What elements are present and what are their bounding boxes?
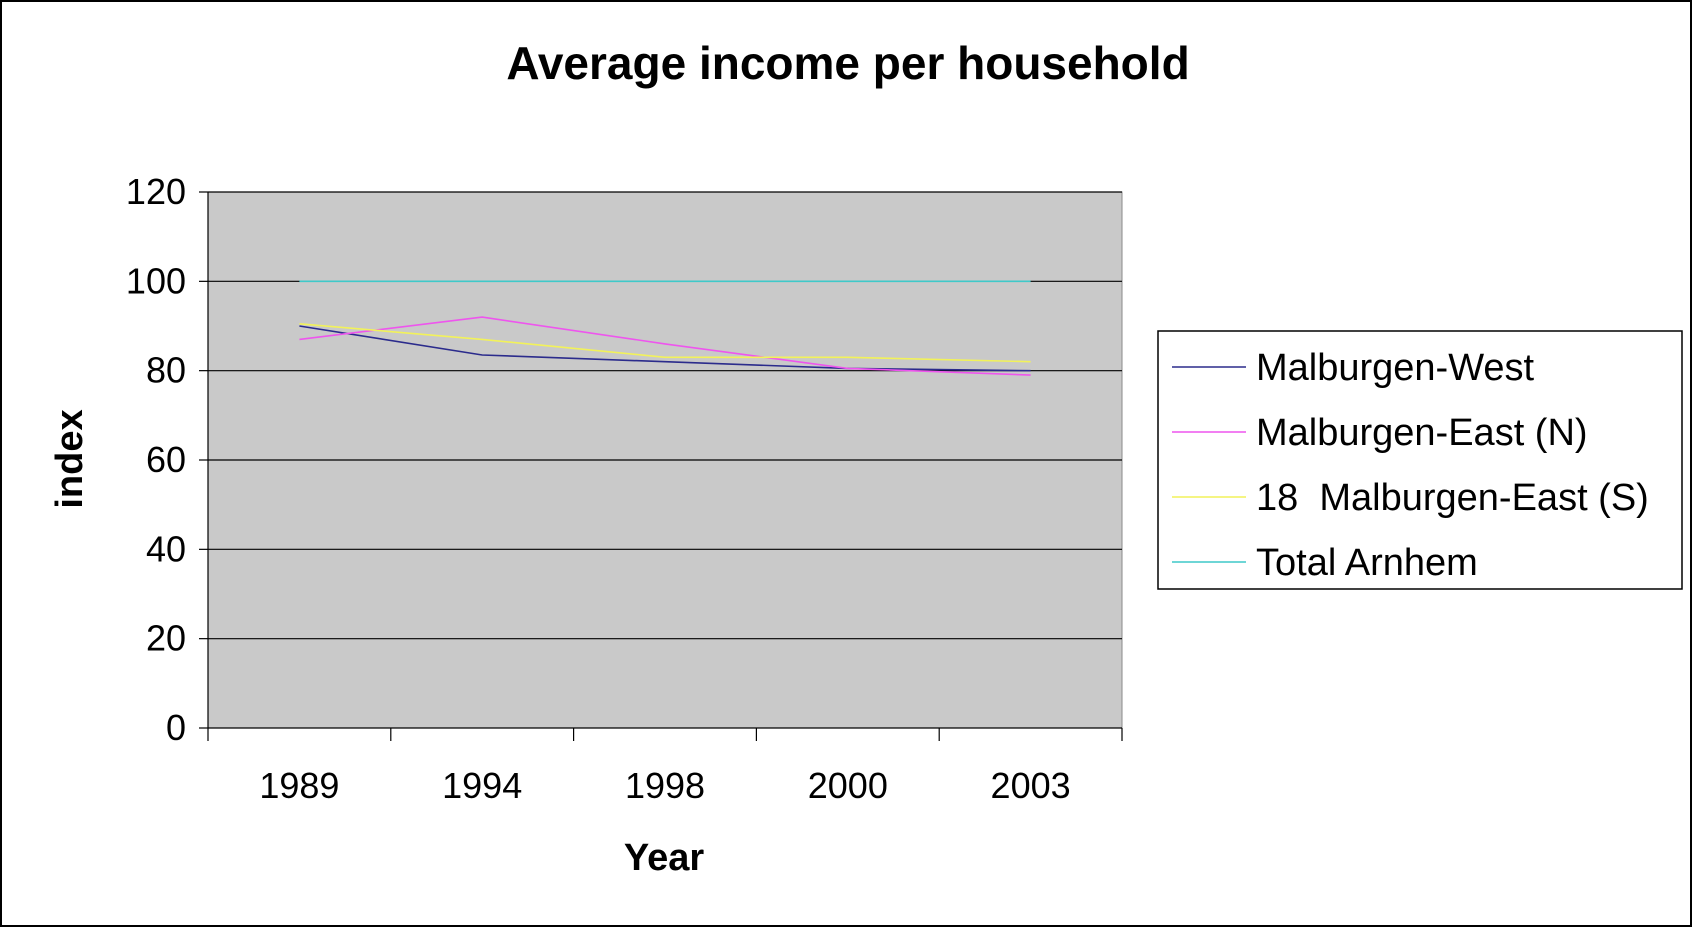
y-tick-label: 0: [166, 707, 186, 748]
x-axis-title: Year: [624, 837, 705, 879]
x-tick-label: 1994: [442, 765, 522, 806]
legend-label: Malburgen-West: [1256, 347, 1535, 389]
x-tick-label: 1989: [259, 765, 339, 806]
y-tick-label: 80: [146, 350, 186, 391]
y-tick-label: 120: [126, 171, 186, 212]
series-line: [299, 325, 1031, 372]
x-tick-label: 1998: [625, 765, 705, 806]
y-tick-label: 20: [146, 618, 186, 659]
y-tick-label: 100: [126, 260, 186, 301]
series-line: [299, 323, 1031, 363]
legend-label: 18 Malburgen-East (S): [1256, 477, 1649, 519]
legend-box: [1157, 330, 1683, 590]
legend-label: Malburgen-East (N): [1256, 412, 1588, 454]
x-tick-label: 2000: [808, 765, 888, 806]
y-tick-label: 40: [146, 528, 186, 569]
plot-area: 0 20 40 60 80 100 120 1989 1994 1998 2000 2003: [126, 171, 1123, 806]
chart-title: Average income per household: [506, 37, 1189, 89]
legend-label: Total Arnhem: [1256, 542, 1478, 584]
x-tick-label: 2003: [991, 765, 1071, 806]
legend: Malburgen-West Malburgen-East (N) 18 Malbu…: [1157, 330, 1683, 590]
y-axis-title: index: [49, 409, 91, 508]
y-tick-label: 60: [146, 439, 186, 480]
series-line: [299, 316, 1031, 376]
